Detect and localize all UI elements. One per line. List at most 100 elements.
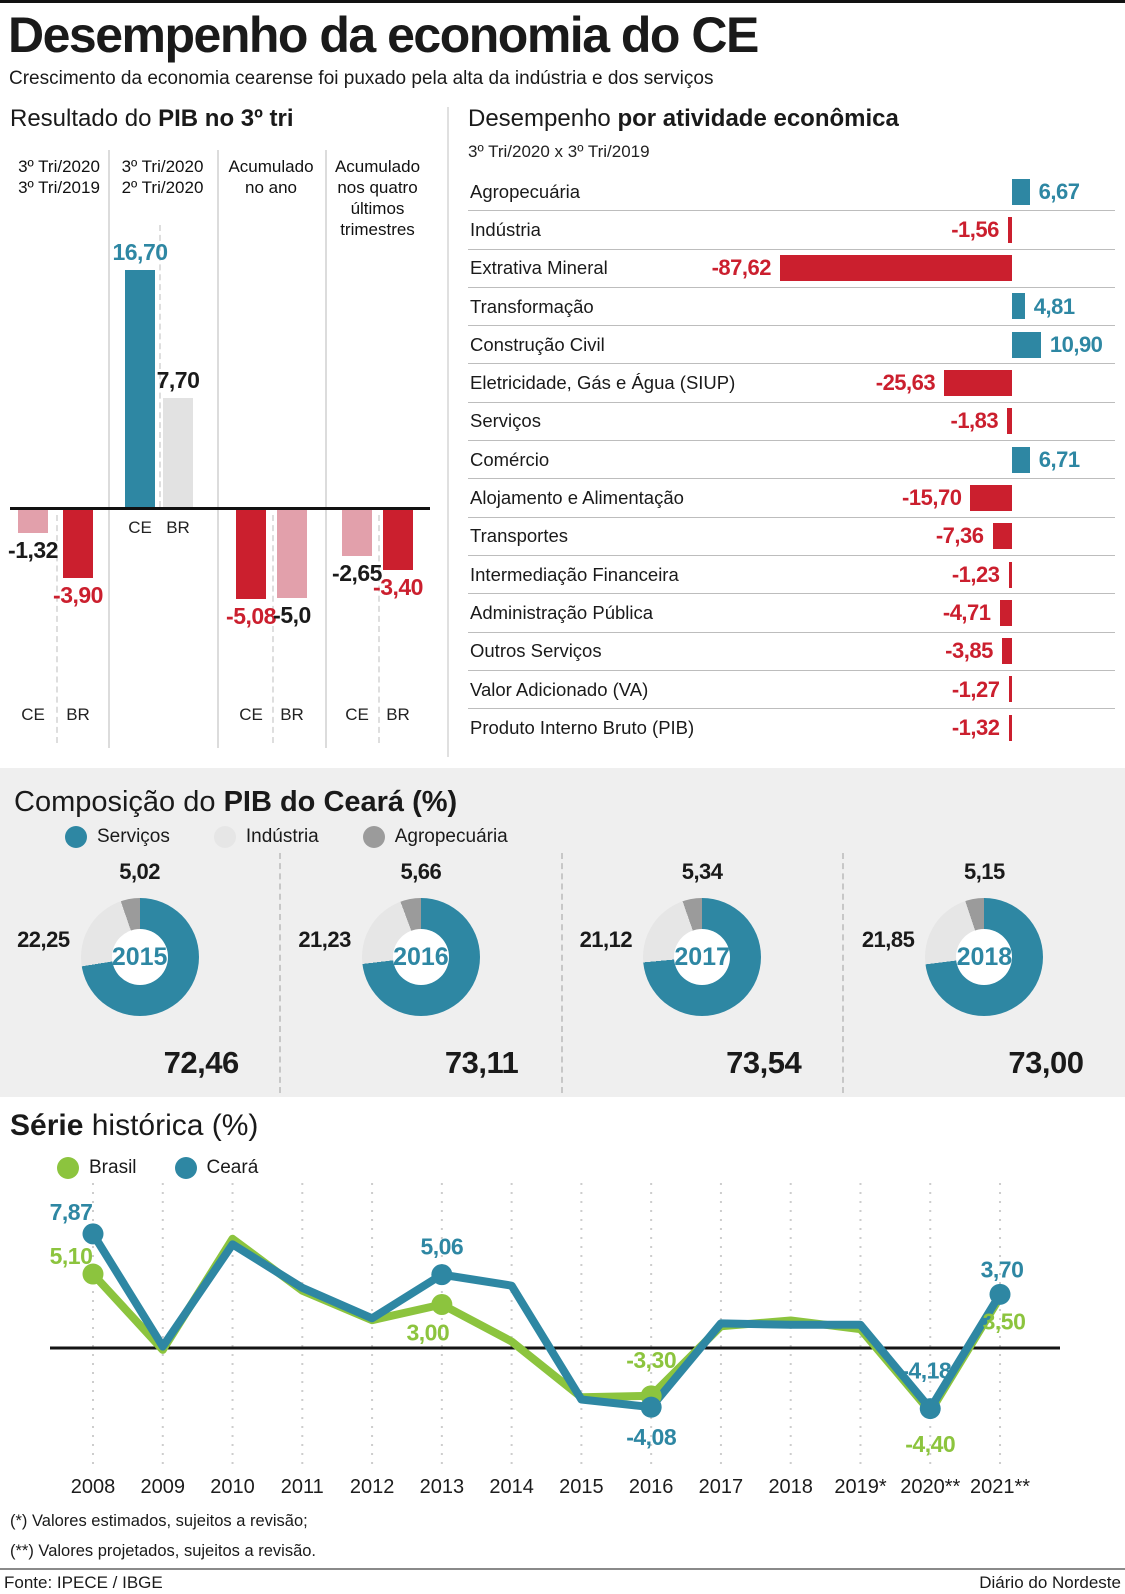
activity-bar: [999, 599, 1012, 626]
value-label-brasil: 5,10: [50, 1243, 93, 1269]
pib-pair-dashed-line: [159, 225, 161, 507]
series-title-regular: histórica (%): [83, 1109, 259, 1142]
data-point-ceará: [919, 1398, 941, 1420]
pib-bar-ce: [125, 269, 155, 507]
activity-row: Comércio 6,71: [468, 441, 1115, 480]
data-point-brasil: [431, 1294, 453, 1315]
ceará-legend-dot-icon: [174, 1157, 197, 1179]
activity-row: Construção Civil 10,90: [468, 326, 1115, 365]
serviços-legend-dot-icon: [65, 826, 87, 848]
legend-item-brasil: Brasil: [57, 1157, 137, 1179]
activity-row: Produto Interno Bruto (PIB) -1,32: [468, 709, 1115, 746]
servicos-value: 72,46: [163, 1045, 240, 1080]
activity-bar: [1008, 676, 1012, 703]
activity-row: Extrativa Mineral -87,62: [468, 250, 1115, 288]
serie-chart-svg: 2008 2009 2010 2011 2012 2013 2014 2015 2016 2017…: [50, 1183, 1060, 1498]
pib-group-separator: [108, 150, 110, 748]
pib-entity-label: BR: [280, 705, 304, 724]
footnote-projected: (**) Valores projetados, sujeitos a revi…: [10, 1542, 317, 1560]
pib-value-label: -5,0: [273, 601, 311, 628]
industria-value: 21,23: [298, 927, 351, 952]
pib-column-header-line: Acumulado: [228, 157, 314, 176]
pib-title-bold: PIB no 3º tri: [158, 105, 294, 132]
activity-bar: [1012, 293, 1025, 320]
activity-row-label: Indústria: [470, 218, 541, 240]
donut-year-label: 2015: [111, 943, 168, 971]
brasil-legend-dot-icon: [57, 1157, 79, 1179]
pib-column-header-line: trimestres: [340, 220, 415, 239]
activity-row-label: Transportes: [470, 525, 569, 547]
activity-bar: [992, 523, 1012, 550]
pib-title-regular: Resultado do: [10, 105, 159, 132]
footer-credit: Diário do Nordeste: [979, 1573, 1121, 1592]
year-label: 2012: [350, 1476, 395, 1498]
activity-bar: [1007, 408, 1012, 435]
pib-bar-br: [163, 397, 193, 507]
pib-column-header-line: últimos: [350, 199, 405, 218]
pib-value-label: -1,32: [8, 537, 58, 564]
data-point-ceará: [431, 1264, 453, 1286]
value-label-ceará: -4,08: [626, 1424, 677, 1450]
activity-value-label: -25,63: [875, 370, 936, 396]
activity-value-label: -4,71: [942, 599, 991, 625]
activity-value-label: -1,32: [951, 714, 1000, 740]
donut-2017: 5,34 2017 21,12 73,54: [563, 853, 844, 1093]
year-label: 2019*: [834, 1476, 886, 1498]
activity-row: Outros Serviços -3,85: [468, 633, 1115, 671]
activity-row: Transformação 4,81: [468, 288, 1115, 327]
activity-value-label: -1,56: [951, 216, 999, 242]
donut-year-label: 2016: [393, 943, 449, 971]
activity-value-label: 6,67: [1038, 178, 1080, 204]
activity-value-label: -87,62: [711, 255, 772, 281]
activity-bar: [970, 484, 1012, 511]
donut-chart-2017: [643, 898, 762, 1016]
year-label: 2013: [420, 1476, 465, 1498]
donut-grid: 5,02 2015 22,25 72,46 5,66 2016 21,23 73,11 5,34…: [0, 853, 1125, 1093]
footnote-estimated: (*) Valores estimados, sujeitos a revisã…: [10, 1512, 308, 1530]
year-label: 2014: [489, 1476, 534, 1498]
value-label-ceará: -4,18: [901, 1358, 952, 1384]
pib-entity-label: BR: [166, 518, 190, 537]
activity-title-bold: por atividade econômica: [617, 105, 899, 132]
indústria-legend-dot-icon: [213, 826, 236, 848]
legend-item-serviços: Serviços: [65, 826, 170, 848]
pib-value-label: -5,08: [226, 602, 276, 629]
pib-bar-ce: [342, 510, 372, 557]
composition-legend: Serviços Indústria Agropecuária: [65, 826, 508, 848]
activity-rows: Agropecuária 6,67 Indústria -1,56 Extrativa …: [468, 173, 1115, 746]
year-label: 2017: [699, 1476, 744, 1498]
activity-bar: [1012, 331, 1041, 358]
value-label-ceará: 3,70: [981, 1256, 1024, 1282]
pib-entity-label: CE: [239, 705, 263, 724]
activity-bar: [1008, 561, 1012, 588]
activity-row: Administração Pública -4,71: [468, 594, 1115, 633]
agropecuaria-value: 5,34: [681, 859, 723, 884]
activity-row-label: Valor Adicionado (VA): [470, 678, 649, 700]
activity-bar: [944, 370, 1012, 397]
composition-section: Composição do PIB do Ceará (%) Serviços I…: [0, 768, 1125, 1097]
pib-bar-br: [63, 510, 93, 579]
donut-chart-2016: [361, 898, 480, 1016]
composition-title-bold: PIB do Ceará (%): [223, 786, 458, 818]
year-label: 2021**: [970, 1476, 1030, 1498]
activity-value-label: 6,71: [1038, 446, 1080, 472]
activity-row: Eletricidade, Gás e Água (SIUP) -25,63: [468, 364, 1115, 403]
agropecuária-legend-dot-icon: [362, 826, 385, 848]
pib-zero-line: [10, 507, 430, 510]
pib-pair-dashed-line: [377, 515, 380, 743]
value-label-ceará: 7,87: [50, 1199, 93, 1225]
activity-row: Intermediação Financeira -1,23: [468, 556, 1115, 595]
pib-value-label: -3,40: [373, 573, 423, 600]
pib-chart: 3º Tri/2020 3º Tri/2019 -1,32 CE -3,90 BR 3º T…: [8, 150, 430, 750]
activity-row-label: Comércio: [470, 448, 550, 470]
data-point-brasil: [82, 1263, 104, 1285]
year-label: 2011: [281, 1476, 324, 1498]
page-title: Desempenho da economia do CE: [8, 7, 759, 63]
donut-2018: 5,15 2018 21,85 73,00: [844, 853, 1125, 1093]
agropecuaria-value: 5,15: [963, 859, 1005, 884]
year-label: 2016: [629, 1476, 674, 1498]
legend-item-ceará: Ceará: [174, 1157, 258, 1179]
series-line-ceará: [89, 1229, 1005, 1413]
pib-column-header-line: 3º Tri/2019: [18, 178, 100, 197]
series-section: Série histórica (%) Brasil Ceará 2008 2009…: [0, 1097, 1125, 1594]
